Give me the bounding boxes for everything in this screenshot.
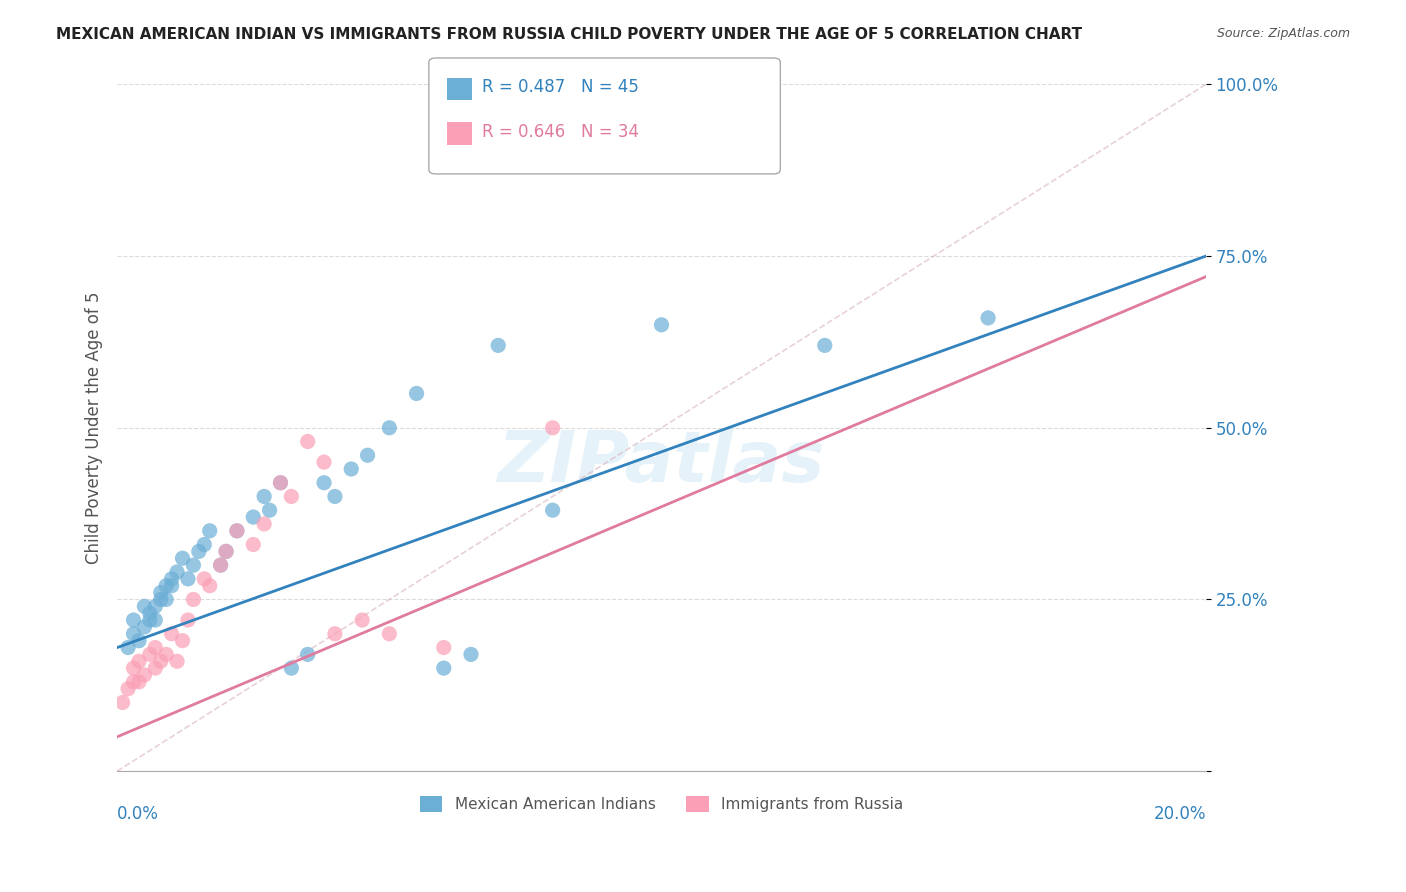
Text: MEXICAN AMERICAN INDIAN VS IMMIGRANTS FROM RUSSIA CHILD POVERTY UNDER THE AGE OF: MEXICAN AMERICAN INDIAN VS IMMIGRANTS FR…	[56, 27, 1083, 42]
Point	[269, 475, 291, 490]
Text: R = 0.487   N = 45: R = 0.487 N = 45	[482, 78, 640, 96]
Point	[117, 681, 139, 696]
Point	[650, 78, 672, 92]
Point	[134, 599, 156, 614]
Point	[312, 475, 335, 490]
Point	[242, 510, 264, 524]
Point	[269, 475, 291, 490]
Point	[117, 640, 139, 655]
Point	[242, 537, 264, 551]
Point	[155, 579, 177, 593]
Point	[134, 620, 156, 634]
Point	[160, 572, 183, 586]
Point	[323, 490, 346, 504]
Point	[187, 544, 209, 558]
Text: R = 0.646   N = 34: R = 0.646 N = 34	[482, 123, 640, 141]
Point	[111, 696, 134, 710]
Point	[297, 648, 319, 662]
Point	[259, 503, 281, 517]
Point	[139, 606, 162, 620]
Point	[160, 579, 183, 593]
Point	[134, 668, 156, 682]
Point	[198, 524, 221, 538]
Point	[166, 565, 188, 579]
Point	[128, 633, 150, 648]
Text: 20.0%: 20.0%	[1153, 805, 1206, 823]
Point	[172, 633, 194, 648]
Point	[814, 338, 837, 352]
Text: Source: ZipAtlas.com: Source: ZipAtlas.com	[1216, 27, 1350, 40]
Point	[541, 503, 564, 517]
Point	[166, 654, 188, 668]
Point	[405, 386, 427, 401]
Point	[977, 310, 1000, 325]
Point	[155, 592, 177, 607]
Point	[215, 544, 238, 558]
Point	[226, 524, 249, 538]
Point	[143, 661, 166, 675]
Point	[433, 640, 456, 655]
Point	[143, 599, 166, 614]
Point	[297, 434, 319, 449]
Point	[460, 648, 482, 662]
Text: ZIPatlas: ZIPatlas	[498, 427, 825, 497]
Point	[209, 558, 232, 573]
Point	[193, 572, 215, 586]
Point	[378, 421, 401, 435]
Point	[352, 613, 374, 627]
Point	[149, 654, 172, 668]
Point	[193, 537, 215, 551]
Point	[149, 585, 172, 599]
Text: 0.0%: 0.0%	[117, 805, 159, 823]
Point	[312, 455, 335, 469]
Point	[128, 654, 150, 668]
Point	[209, 558, 232, 573]
Y-axis label: Child Poverty Under the Age of 5: Child Poverty Under the Age of 5	[86, 292, 103, 564]
Point	[139, 613, 162, 627]
Point	[198, 579, 221, 593]
Point	[215, 544, 238, 558]
Point	[172, 551, 194, 566]
Point	[122, 661, 145, 675]
Point	[155, 648, 177, 662]
Point	[183, 558, 205, 573]
Point	[177, 572, 200, 586]
Point	[323, 627, 346, 641]
Point	[122, 627, 145, 641]
Point	[340, 462, 363, 476]
Point	[486, 338, 509, 352]
Point	[149, 592, 172, 607]
Point	[160, 627, 183, 641]
Point	[143, 640, 166, 655]
Point	[253, 516, 276, 531]
Point	[177, 613, 200, 627]
Point	[183, 592, 205, 607]
Point	[541, 421, 564, 435]
Point	[280, 490, 302, 504]
Point	[378, 627, 401, 641]
Point	[356, 448, 378, 462]
Point	[139, 648, 162, 662]
Legend: Mexican American Indians, Immigrants from Russia: Mexican American Indians, Immigrants fro…	[413, 790, 910, 819]
Point	[226, 524, 249, 538]
Point	[128, 674, 150, 689]
Point	[122, 613, 145, 627]
Point	[650, 318, 672, 332]
Point	[143, 613, 166, 627]
Point	[280, 661, 302, 675]
Point	[253, 490, 276, 504]
Point	[433, 661, 456, 675]
Point	[122, 674, 145, 689]
